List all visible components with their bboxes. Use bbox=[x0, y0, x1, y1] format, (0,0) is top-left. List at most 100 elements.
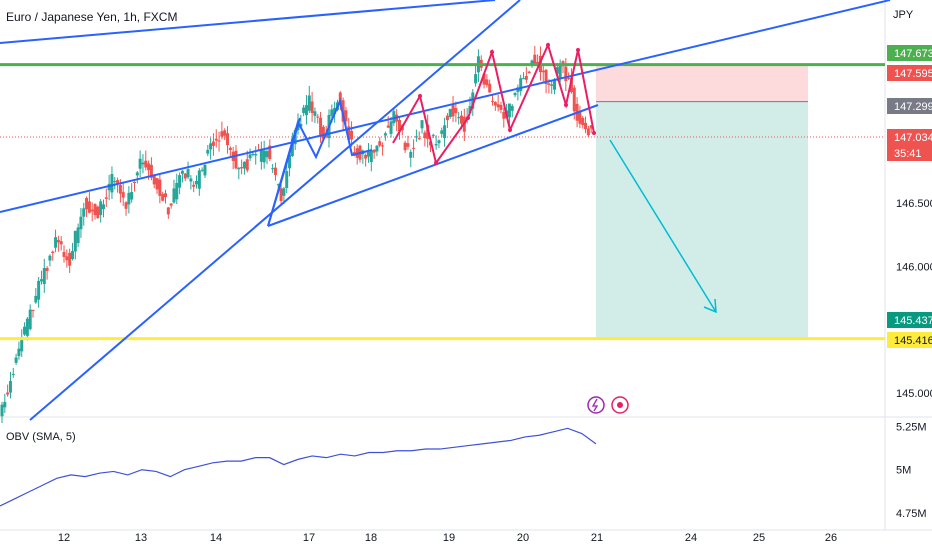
trend-line[interactable] bbox=[0, 0, 891, 213]
candle-body bbox=[530, 60, 534, 66]
candle-body bbox=[420, 120, 424, 129]
candle-body bbox=[197, 170, 201, 189]
candle-body bbox=[471, 92, 475, 109]
candle-body bbox=[206, 149, 210, 154]
candle-body bbox=[406, 143, 410, 147]
blue-wave-path[interactable] bbox=[267, 97, 373, 227]
candle-body bbox=[468, 106, 472, 113]
candle-body bbox=[8, 381, 12, 393]
candle-body bbox=[166, 207, 170, 215]
candle-body bbox=[460, 115, 464, 124]
lightning-event-icon[interactable] bbox=[587, 396, 605, 414]
candle-body bbox=[581, 117, 585, 126]
candle-body bbox=[417, 138, 421, 140]
candle-body bbox=[378, 141, 382, 146]
lightning-icon bbox=[591, 398, 599, 412]
candle-body bbox=[313, 111, 317, 116]
price-label-text: 147.673 bbox=[894, 48, 932, 60]
candle-body bbox=[82, 208, 86, 217]
candle-body bbox=[527, 71, 531, 74]
candle-body bbox=[214, 138, 218, 141]
candle-body bbox=[195, 180, 199, 185]
candle-body bbox=[87, 201, 91, 213]
candle-body bbox=[485, 79, 489, 86]
candle-body bbox=[307, 95, 311, 111]
candle-body bbox=[132, 181, 136, 184]
wave-arrowhead bbox=[592, 131, 596, 135]
candle-body bbox=[164, 193, 168, 198]
price-label-badge bbox=[887, 145, 932, 161]
candle-body bbox=[316, 116, 320, 118]
time-tick: 14 bbox=[210, 532, 222, 544]
candle-body bbox=[437, 140, 441, 144]
candle-body bbox=[397, 119, 401, 132]
candle-body bbox=[217, 140, 221, 142]
candle-body bbox=[533, 54, 537, 64]
candle-body bbox=[144, 160, 148, 168]
candle-body bbox=[302, 107, 306, 113]
candle-body bbox=[457, 117, 461, 119]
candle-body bbox=[152, 174, 156, 185]
candle-body bbox=[265, 151, 269, 158]
candle-body bbox=[569, 77, 573, 93]
candle-body bbox=[172, 188, 176, 203]
candle-body bbox=[31, 309, 35, 311]
candle-body bbox=[11, 373, 15, 375]
candle-body bbox=[93, 204, 97, 215]
candle-body bbox=[544, 69, 548, 85]
candle-body bbox=[550, 84, 554, 86]
price-label-badge bbox=[887, 65, 932, 81]
candle-body bbox=[62, 252, 66, 257]
candle-body bbox=[45, 267, 49, 271]
candle-body bbox=[127, 192, 131, 205]
candle-body bbox=[240, 167, 244, 169]
candle-body bbox=[138, 158, 142, 169]
currency-label: JPY bbox=[893, 9, 914, 21]
obv-title[interactable]: OBV (SMA, 5) bbox=[6, 431, 76, 443]
candle-body bbox=[423, 132, 427, 139]
stop-loss-zone[interactable] bbox=[596, 64, 808, 102]
wave-arrowhead bbox=[490, 50, 494, 54]
candle-body bbox=[251, 153, 255, 155]
candle-body bbox=[507, 103, 511, 118]
candle-body bbox=[555, 67, 559, 74]
price-label-badge bbox=[887, 312, 932, 328]
candle-body bbox=[37, 280, 41, 300]
candle-body bbox=[279, 188, 283, 201]
trend-line[interactable] bbox=[267, 104, 599, 227]
candle-body bbox=[513, 92, 517, 96]
candle-body bbox=[226, 133, 230, 146]
candle-body bbox=[454, 108, 458, 114]
candle-body bbox=[85, 198, 89, 210]
candle-body bbox=[572, 87, 576, 112]
candle-body bbox=[3, 401, 7, 408]
candle-body bbox=[578, 112, 582, 124]
candle-body bbox=[96, 206, 100, 219]
candle-body bbox=[104, 197, 108, 199]
candle-body bbox=[330, 109, 334, 116]
time-tick: 25 bbox=[753, 532, 765, 544]
candle-body bbox=[42, 268, 46, 285]
candle-body bbox=[175, 182, 179, 200]
price-label-text: 145.437 bbox=[894, 315, 932, 327]
candle-body bbox=[51, 251, 55, 254]
candle-body bbox=[17, 348, 21, 357]
record-dot-icon bbox=[617, 402, 623, 408]
candle-body bbox=[161, 194, 165, 201]
candle-body bbox=[409, 151, 413, 158]
candle-body bbox=[248, 154, 252, 159]
candle-body bbox=[366, 151, 370, 157]
trend-line[interactable] bbox=[0, 0, 496, 44]
candle-body bbox=[522, 78, 526, 80]
candle-body bbox=[149, 164, 153, 178]
time-tick: 12 bbox=[58, 532, 70, 544]
pink-wave-path[interactable] bbox=[392, 42, 595, 166]
trend-line[interactable] bbox=[29, 0, 521, 421]
candle-body bbox=[510, 105, 514, 111]
target-arrow[interactable] bbox=[609, 139, 717, 313]
take-profit-zone[interactable] bbox=[596, 101, 808, 338]
candle-body bbox=[350, 130, 354, 140]
candle-body bbox=[434, 144, 438, 146]
candle-body bbox=[553, 79, 557, 90]
candle-body bbox=[259, 148, 263, 162]
